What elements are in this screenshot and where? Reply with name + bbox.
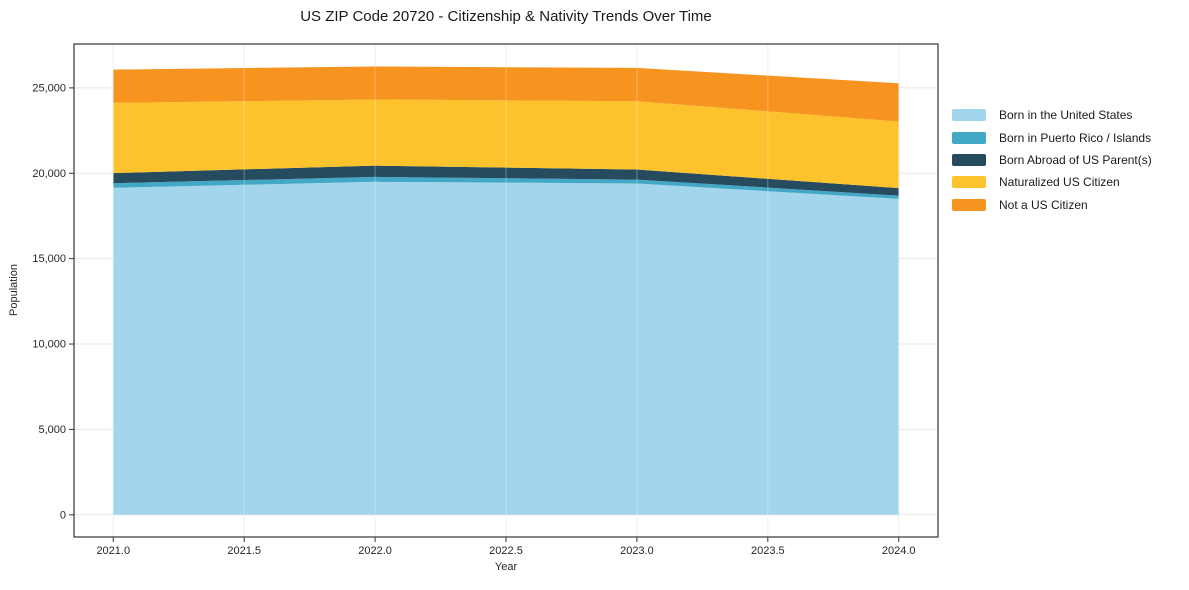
area-series-2 xyxy=(113,165,899,196)
legend-swatch-naturalized xyxy=(952,176,986,189)
x-tick-label: 2021.0 xyxy=(96,545,130,557)
x-axis-label: Year xyxy=(494,561,518,573)
x-tick-label: 2022.5 xyxy=(489,545,523,557)
legend-label: Not a US Citizen xyxy=(999,197,1088,212)
y-tick-label: 20,000 xyxy=(32,168,66,180)
y-tick-label: 5,000 xyxy=(38,424,66,436)
legend-swatch-puerto-rico xyxy=(952,131,986,144)
legend-label: Born Abroad of US Parent(s) xyxy=(999,152,1152,167)
axis-ticks: 2021.0 2021.5 2022.0 2022.5 2023.0 2023.5 2024… xyxy=(32,82,915,557)
x-tick-label: 2023.5 xyxy=(751,545,785,557)
x-tick-label: 2021.5 xyxy=(227,545,261,557)
y-axis-label: Population xyxy=(8,264,20,316)
area-series-1 xyxy=(113,176,899,199)
stacked-areas xyxy=(113,66,899,515)
y-tick-label: 25,000 xyxy=(32,82,66,94)
grid-overlay xyxy=(112,44,900,537)
area-series-3 xyxy=(113,99,899,189)
y-tick-label: 10,000 xyxy=(32,339,66,351)
legend-label: Born in Puerto Rico / Islands xyxy=(999,130,1152,145)
legend-item: Born in Puerto Rico / Islands xyxy=(952,126,1152,148)
y-tick-label: 15,000 xyxy=(32,253,66,265)
legend-swatch-born-abroad xyxy=(952,153,986,166)
chart-title: US ZIP Code 20720 - Citizenship & Nativi… xyxy=(300,8,712,25)
legend-swatch-not-citizen xyxy=(952,198,986,211)
y-tick-label: 0 xyxy=(60,509,66,521)
legend-item: Born in the United States xyxy=(952,104,1152,126)
legend-label: Born in the United States xyxy=(999,108,1133,123)
x-tick-label: 2023.0 xyxy=(620,545,654,557)
legend-item: Not a US Citizen xyxy=(952,194,1152,216)
area-series-0 xyxy=(113,181,899,515)
area-series-4 xyxy=(113,66,899,122)
legend-swatch-born-us xyxy=(952,109,986,122)
x-tick-label: 2022.0 xyxy=(358,545,392,557)
legend: Born in the United States Born in Puerto… xyxy=(952,104,1152,216)
legend-label: Naturalized US Citizen xyxy=(999,175,1120,190)
legend-item: Naturalized US Citizen xyxy=(952,171,1152,193)
legend-item: Born Abroad of US Parent(s) xyxy=(952,149,1152,171)
x-tick-label: 2024.0 xyxy=(882,545,916,557)
